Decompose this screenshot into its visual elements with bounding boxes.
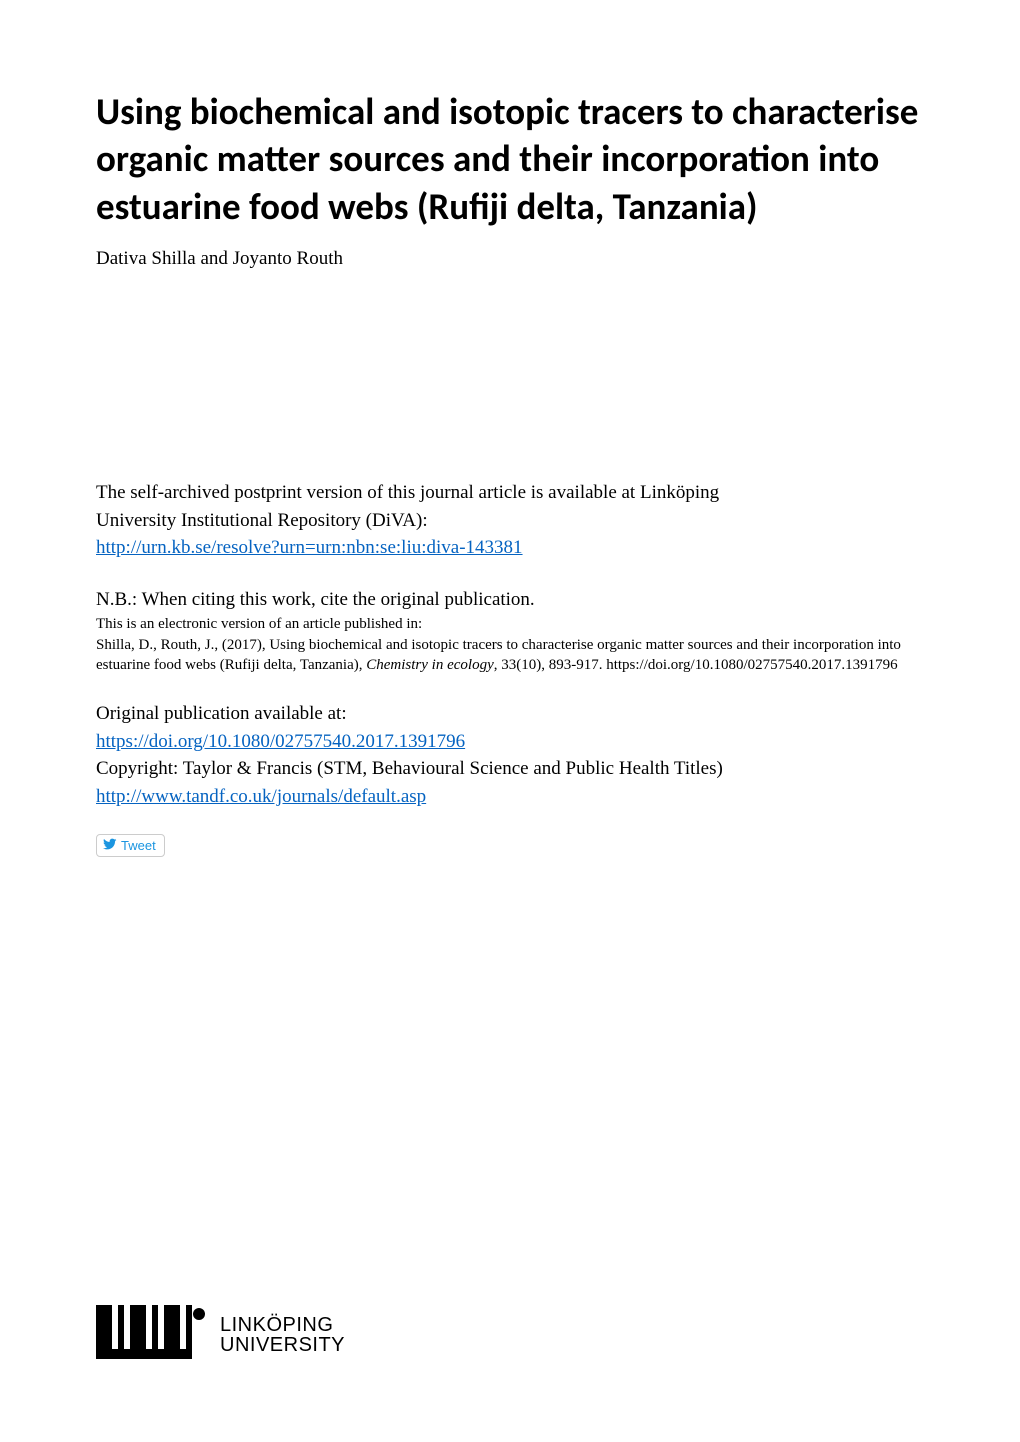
diva-link[interactable]: http://urn.kb.se/resolve?urn=urn:nbn:se:… [96, 537, 523, 558]
spacer [96, 563, 924, 587]
copyright-line: Copyright: Taylor & Francis (STM, Behavi… [96, 756, 924, 782]
original-pub-label: Original publication available at: [96, 701, 924, 727]
electronic-version-note: This is an electronic version of an arti… [96, 615, 924, 635]
citation-reference: Shilla, D., Routh, J., (2017), Using bio… [96, 636, 924, 675]
nb-line: N.B.: When citing this work, cite the or… [96, 587, 924, 613]
university-logo: LINKÖPING UNIVERSITY [96, 1305, 345, 1364]
logo-line1: LINKÖPING [220, 1315, 345, 1335]
doi-link[interactable]: https://doi.org/10.1080/02757540.2017.13… [96, 731, 465, 752]
archive-intro-line2: University Institutional Repository (DiV… [96, 508, 924, 534]
twitter-bird-icon [103, 837, 117, 854]
tweet-label: Tweet [121, 838, 156, 853]
logo-line2: UNIVERSITY [220, 1335, 345, 1355]
citation-journal: Chemistry in ecology [366, 657, 493, 673]
archive-intro-line1: The self-archived postprint version of t… [96, 480, 924, 506]
page-root: Using biochemical and isotopic tracers t… [0, 0, 1020, 1442]
citation-suffix: , 33(10), 893-917. https://doi.org/10.10… [494, 657, 898, 673]
publisher-link[interactable]: http://www.tandf.co.uk/journals/default.… [96, 786, 426, 807]
paper-title: Using biochemical and isotopic tracers t… [96, 88, 924, 230]
tweet-button[interactable]: Tweet [96, 834, 165, 857]
liu-logo-mark-icon [96, 1305, 206, 1364]
logo-text: LINKÖPING UNIVERSITY [220, 1315, 345, 1355]
spacer [96, 677, 924, 701]
paper-authors: Dativa Shilla and Joyanto Routh [96, 248, 924, 270]
